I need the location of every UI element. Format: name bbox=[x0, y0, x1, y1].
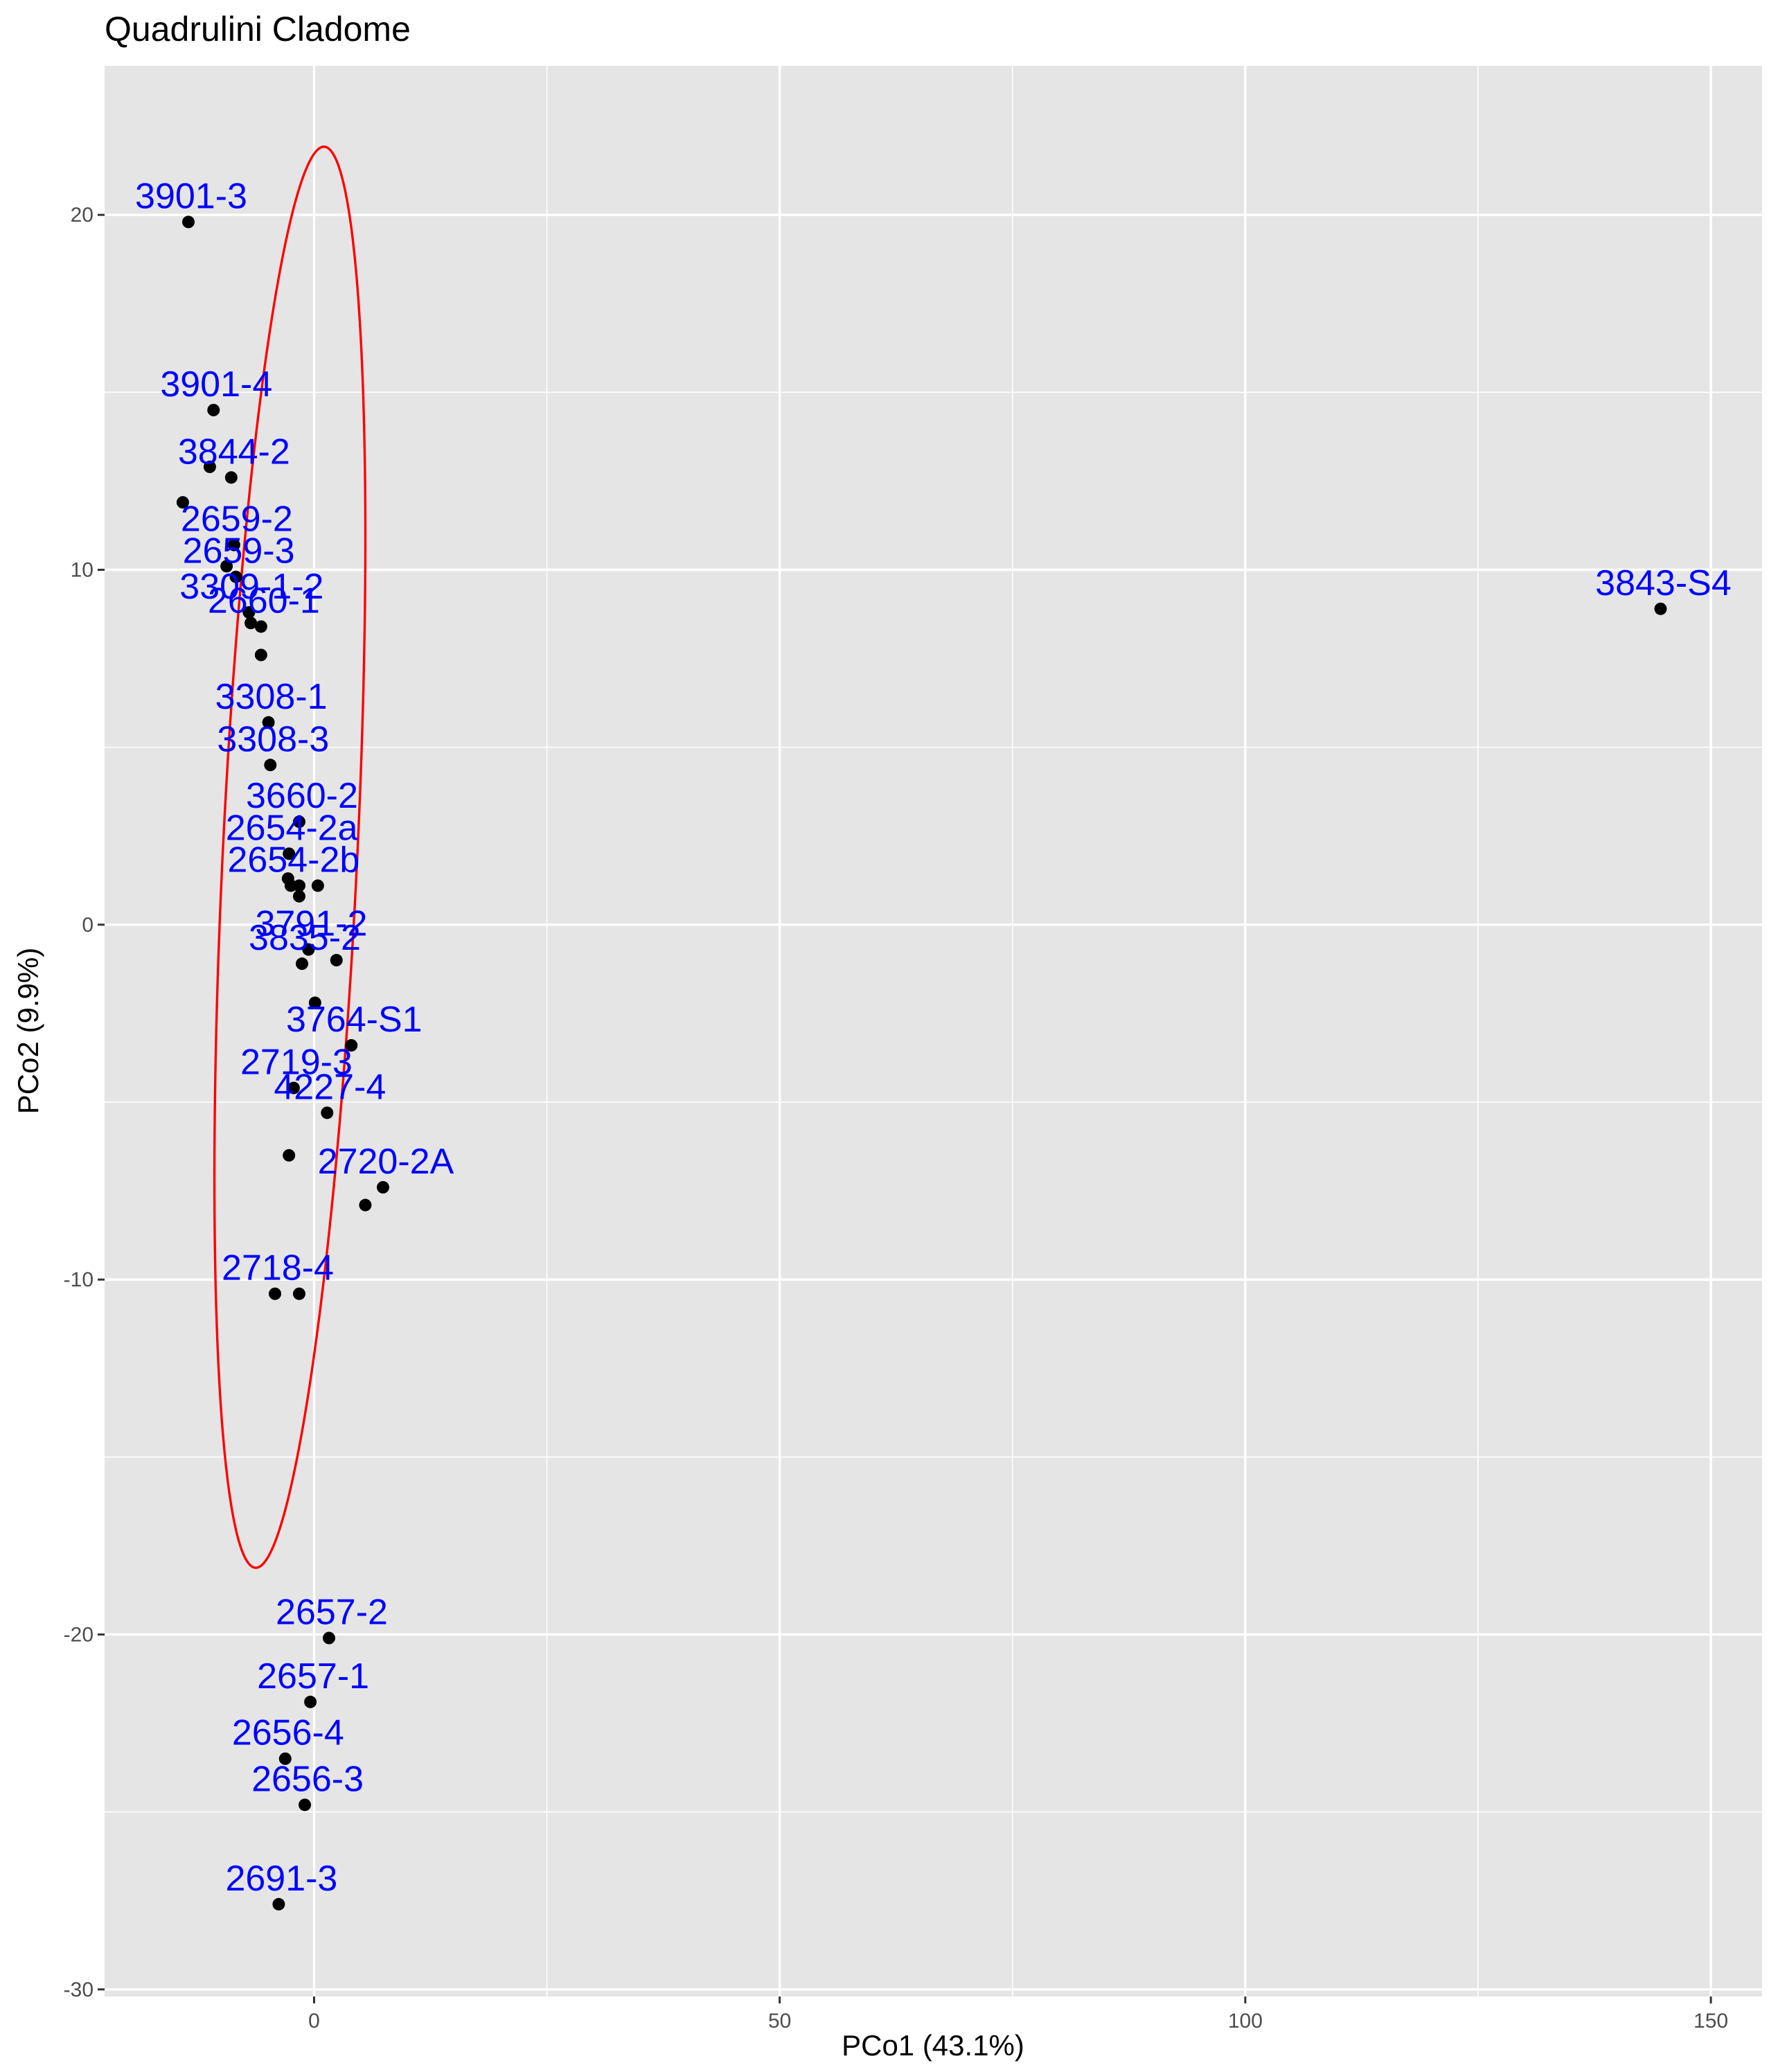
data-point bbox=[322, 1631, 335, 1645]
data-point bbox=[1654, 602, 1667, 615]
data-point bbox=[264, 759, 277, 772]
data-point bbox=[207, 403, 220, 416]
point-label: 2720-2A bbox=[318, 1142, 454, 1182]
chart-title: Quadrulini Cladome bbox=[105, 10, 411, 48]
data-points bbox=[176, 215, 1667, 1911]
data-point bbox=[308, 996, 321, 1009]
data-point bbox=[269, 1287, 282, 1300]
point-label: 2691-3 bbox=[225, 1859, 337, 1899]
data-point bbox=[278, 1752, 292, 1765]
data-point bbox=[304, 1695, 317, 1708]
y-axis-title: PCo2 (9.9%) bbox=[12, 948, 44, 1114]
point-label: 3764-S1 bbox=[286, 1000, 423, 1040]
data-point bbox=[254, 620, 267, 633]
point-label: 2654-2b bbox=[227, 840, 359, 880]
data-point bbox=[296, 957, 309, 971]
data-point bbox=[220, 560, 233, 573]
y-tick-label: 20 bbox=[71, 204, 94, 227]
data-point bbox=[287, 1081, 300, 1095]
data-point bbox=[292, 815, 305, 829]
data-point bbox=[181, 215, 195, 229]
data-point bbox=[299, 1798, 312, 1812]
data-point bbox=[283, 847, 296, 860]
data-point bbox=[227, 538, 240, 551]
data-point bbox=[302, 943, 315, 956]
grid-lines bbox=[105, 66, 1762, 1996]
confidence-ellipse bbox=[213, 145, 367, 1569]
point-label: 2718-4 bbox=[222, 1248, 334, 1289]
point-label: 2660-1 bbox=[208, 581, 320, 621]
data-point bbox=[254, 648, 267, 662]
data-point bbox=[345, 1038, 358, 1052]
point-label: 4227-4 bbox=[274, 1067, 386, 1107]
data-point bbox=[292, 889, 305, 903]
data-point bbox=[359, 1198, 372, 1212]
point-label: 2659-3 bbox=[183, 531, 295, 572]
data-point bbox=[242, 605, 256, 619]
data-point bbox=[245, 617, 258, 630]
x-tick-label: 100 bbox=[1228, 2010, 1263, 2033]
data-point bbox=[311, 879, 324, 892]
data-point bbox=[283, 1149, 296, 1162]
x-axis-title: PCo1 (43.1%) bbox=[842, 2029, 1024, 2062]
x-tick-label: 150 bbox=[1694, 2010, 1728, 2033]
y-tick-label: 10 bbox=[71, 558, 94, 581]
point-label: 2657-2 bbox=[276, 1593, 388, 1633]
y-tick-label: -10 bbox=[64, 1268, 94, 1291]
data-point bbox=[272, 1897, 285, 1911]
data-point bbox=[330, 954, 343, 967]
y-tick-label: -30 bbox=[64, 1978, 94, 2001]
point-label: 3844-2 bbox=[178, 432, 290, 472]
data-point bbox=[321, 1106, 334, 1119]
data-point bbox=[292, 879, 305, 892]
x-tick-marks: 0 50 100 150 bbox=[308, 1996, 1728, 2033]
data-point bbox=[229, 570, 242, 583]
point-label: 3901-4 bbox=[160, 364, 272, 405]
data-point bbox=[262, 716, 275, 729]
point-label: 3308-3 bbox=[217, 719, 329, 759]
point-label: 2656-3 bbox=[251, 1759, 364, 1799]
point-label: 3791-2 bbox=[255, 904, 367, 944]
point-label: 3308-1 bbox=[215, 677, 328, 717]
data-point bbox=[224, 471, 238, 484]
point-label: 3843-S4 bbox=[1595, 563, 1732, 603]
point-label: 3660-2 bbox=[246, 776, 358, 816]
point-label: 2657-1 bbox=[257, 1656, 369, 1697]
point-label: 3835-2 bbox=[249, 918, 361, 958]
x-tick-label: 0 bbox=[308, 2010, 320, 2033]
data-point bbox=[376, 1180, 389, 1194]
data-point bbox=[203, 460, 216, 473]
point-label: 2719-3 bbox=[240, 1042, 353, 1082]
point-label: 2656-4 bbox=[232, 1713, 344, 1753]
point-labels: 3901-33901-43844-22659-22659-33309-1-226… bbox=[135, 176, 1732, 1898]
y-tick-marks: -30 -20 -10 0 10 20 bbox=[64, 204, 105, 2001]
y-tick-label: -20 bbox=[64, 1623, 94, 1646]
data-point bbox=[292, 1287, 305, 1300]
y-tick-label: 0 bbox=[82, 914, 94, 937]
point-label: 3309-1-2 bbox=[179, 567, 323, 607]
plot-panel bbox=[105, 66, 1762, 1996]
point-label: 2654-2a bbox=[226, 808, 358, 848]
x-tick-label: 50 bbox=[768, 2010, 791, 2033]
point-label: 2659-2 bbox=[181, 499, 293, 540]
point-label: 3901-3 bbox=[135, 176, 247, 216]
data-point bbox=[176, 496, 189, 509]
